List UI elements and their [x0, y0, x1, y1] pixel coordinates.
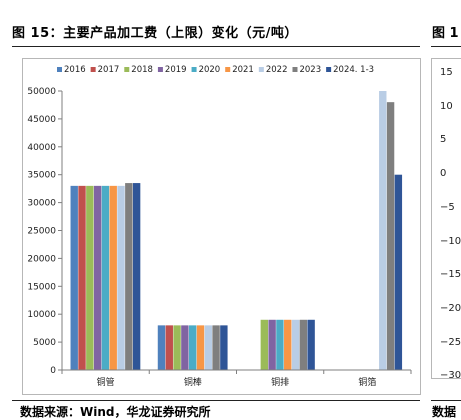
legend-entry: 2017: [98, 65, 120, 75]
bar: [379, 91, 387, 370]
next-chart-tick-label: 15: [440, 67, 453, 78]
legend-swatch: [90, 67, 96, 72]
bar: [109, 185, 117, 370]
bars: [70, 91, 403, 370]
y-tick-label: 40000: [27, 143, 56, 153]
bar: [291, 319, 300, 370]
legend: 2016 2017 2018 2019 2020 2021 2022 2023 2024. 1-…: [57, 65, 374, 75]
y-axis: 0 5000 10000 15000 20000 25000 30000 35000 40000…: [27, 87, 63, 376]
y-tick-label: 30000: [27, 199, 56, 209]
x-tick-label: 铜箔: [358, 376, 376, 388]
legend-swatch: [292, 67, 298, 72]
y-tick-label: 45000: [27, 115, 56, 125]
x-tick-label: 铜棒: [184, 376, 202, 388]
next-chart-tick-label: 0: [440, 168, 447, 180]
next-chart-tick-label: −5: [440, 201, 455, 213]
legend-swatch: [326, 67, 332, 72]
bar: [181, 325, 189, 370]
legend-swatch: [225, 67, 231, 72]
next-chart-tick-label: −10: [440, 235, 461, 247]
next-chart-tick-label: −20: [440, 302, 461, 314]
source-rule: [12, 400, 420, 401]
bar: [196, 325, 205, 370]
next-chart-tick-label: 10: [440, 100, 453, 112]
bar: [204, 325, 212, 370]
next-chart-tick-label: −30: [440, 370, 461, 382]
y-tick-label: 35000: [27, 171, 56, 181]
y-tick-label: 0: [50, 366, 56, 376]
source-note: 数据来源：Wind，华龙证券研究所: [20, 405, 211, 419]
y-tick-label: 20000: [27, 254, 56, 264]
y-tick-label: 25000: [27, 227, 56, 237]
bar: [188, 325, 197, 370]
legend-entry: 2018: [131, 65, 153, 75]
legend-entry: 2022: [266, 65, 288, 75]
legend-entry: 2020: [199, 65, 221, 75]
x-axis: 铜管 铜棒 铜排 铜箔: [61, 369, 412, 388]
chart-frame: [22, 58, 421, 395]
next-chart-tick-label: −25: [440, 336, 461, 348]
bar: [132, 183, 141, 370]
bar: [299, 319, 308, 370]
bar: [93, 185, 102, 370]
bar: [386, 102, 395, 370]
bar: [117, 185, 125, 370]
next-figure-title: 图 1: [432, 26, 459, 41]
next-chart-tick-label: −15: [440, 269, 461, 281]
legend-swatch: [157, 67, 163, 72]
bar: [157, 325, 166, 370]
next-chart-tick-label: 5: [440, 134, 447, 146]
bar: [212, 325, 220, 370]
title-rule: [12, 46, 420, 47]
legend-swatch: [57, 67, 62, 72]
bar: [260, 319, 269, 370]
bar: [165, 325, 173, 370]
bar: [268, 319, 276, 370]
bar: [78, 185, 86, 370]
bar: [70, 185, 78, 370]
bar: [307, 319, 315, 370]
bar: [101, 185, 110, 370]
figure-title: 图 15：主要产品加工费（上限）变化（元/吨）: [12, 26, 298, 41]
bar: [220, 325, 228, 370]
legend-entry: 2024. 1-3: [333, 65, 374, 75]
next-source-note: 数据: [432, 405, 457, 419]
y-tick-label: 50000: [27, 87, 56, 97]
legend-entry: 2021: [232, 65, 254, 75]
bar: [394, 174, 403, 370]
bar: [125, 183, 133, 370]
title-rule-right: [431, 46, 461, 47]
source-rule-right: [431, 400, 461, 401]
legend-entry: 2016: [64, 65, 86, 75]
y-tick-label: 15000: [27, 282, 56, 292]
legend-entry: 2019: [165, 65, 187, 75]
legend-entry: 2023: [299, 65, 321, 75]
bar: [276, 319, 284, 370]
bar: [284, 319, 292, 370]
y-tick-label: 10000: [27, 310, 56, 320]
bar: [86, 185, 94, 370]
y-tick-label: 5000: [33, 338, 56, 348]
legend-swatch: [258, 67, 264, 72]
bar: [173, 325, 181, 370]
x-tick-label: 铜排: [271, 376, 289, 388]
legend-swatch: [191, 67, 197, 72]
next-chart-frame: [431, 58, 461, 379]
x-tick-label: 铜管: [97, 376, 115, 388]
legend-swatch: [124, 67, 130, 72]
